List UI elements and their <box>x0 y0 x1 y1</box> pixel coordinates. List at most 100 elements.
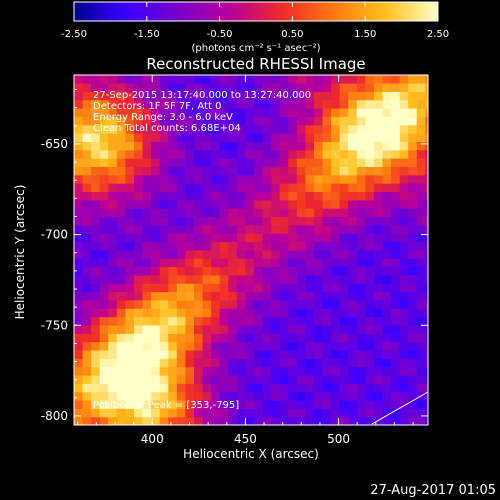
heatmap-cell <box>271 141 281 151</box>
heatmap-cell <box>74 99 84 109</box>
heatmap-cell <box>202 99 212 109</box>
heatmap-cell <box>236 291 247 301</box>
heatmap-cell <box>108 233 118 243</box>
heatmap-cell <box>133 266 144 276</box>
heatmap-cell <box>211 416 221 425</box>
heatmap-cell <box>245 316 255 326</box>
heatmap-cell <box>133 374 144 384</box>
heatmap-cell <box>305 174 315 184</box>
heatmap-cell <box>348 141 358 151</box>
heatmap-cell <box>313 408 324 418</box>
heatmap-cell <box>116 191 127 201</box>
heatmap-cell <box>253 316 264 326</box>
heatmap-cell <box>245 266 255 276</box>
heatmap-cell <box>373 133 384 142</box>
heatmap-cell <box>82 216 92 226</box>
heatmap-cell <box>108 191 118 201</box>
heatmap-cell <box>151 258 161 268</box>
heatmap-cell <box>288 91 298 101</box>
heatmap-cell <box>151 358 161 368</box>
heatmap-cell <box>313 75 324 84</box>
heatmap-cell <box>245 82 255 92</box>
heatmap-cell <box>185 116 195 126</box>
heatmap-cell <box>296 266 306 276</box>
heatmap-cell <box>168 99 178 109</box>
heatmap-cell <box>219 224 229 234</box>
heatmap-cell <box>331 116 341 126</box>
heatmap-cell <box>288 166 298 176</box>
heatmap-cell <box>382 258 392 268</box>
heatmap-cell <box>331 141 341 151</box>
heatmap-cell <box>253 399 264 409</box>
heatmap-cell <box>288 408 298 418</box>
heatmap-cell <box>99 349 109 359</box>
heatmap-cell <box>348 241 358 251</box>
heatmap-cell <box>279 349 289 359</box>
heatmap-cell <box>296 349 306 359</box>
heatmap-cell <box>176 416 187 425</box>
heatmap-cell <box>185 266 195 276</box>
heatmap-cell <box>108 358 118 368</box>
heatmap-cell <box>108 266 118 276</box>
x-axis-label: Heliocentric X (arcsec) <box>183 447 319 461</box>
heatmap-cell <box>159 391 169 401</box>
heatmap-cell <box>228 391 238 401</box>
heatmap-cell <box>313 399 324 409</box>
heatmap-cell <box>176 183 187 193</box>
heatmap-cell <box>74 324 84 334</box>
heatmap-cell <box>202 233 212 243</box>
heatmap-cell <box>313 116 324 126</box>
heatmap-cell <box>356 108 366 117</box>
heatmap-cell <box>219 316 229 326</box>
heatmap-cell <box>399 274 409 284</box>
heatmap-cell <box>305 258 315 268</box>
heatmap-cell <box>159 333 169 343</box>
heatmap-cell <box>116 266 127 276</box>
heatmap-cell <box>391 266 401 276</box>
heatmap-cell <box>236 333 247 343</box>
heatmap-cell <box>271 358 281 368</box>
heatmap-cell <box>262 416 272 425</box>
heatmap-cell <box>305 341 315 351</box>
heatmap-cell <box>168 308 178 318</box>
heatmap-cell <box>305 333 315 343</box>
heatmap-cell <box>82 349 92 359</box>
heatmap-cell <box>125 158 135 167</box>
heatmap-cell <box>262 324 272 334</box>
heatmap-cell <box>185 349 195 359</box>
heatmap-cell <box>142 408 152 418</box>
heatmap-cell <box>262 341 272 351</box>
heatmap-cell <box>142 75 152 84</box>
heatmap-cell <box>253 408 264 418</box>
heatmap-cell <box>99 116 109 126</box>
heatmap-cell <box>425 349 428 359</box>
heatmap-cell <box>322 82 332 92</box>
heatmap-cell <box>391 216 401 226</box>
heatmap-cell <box>322 316 332 326</box>
heatmap-cell <box>91 91 101 101</box>
annotation-line: Clean Total counts: 6.68E+04 <box>93 123 241 134</box>
heatmap-cell <box>279 158 289 167</box>
heatmap-cell <box>271 75 281 84</box>
heatmap-cell <box>279 374 289 384</box>
heatmap-cell <box>391 333 401 343</box>
heatmap-cell <box>108 274 118 284</box>
heatmap-cell <box>313 191 324 201</box>
heatmap-cell <box>219 391 229 401</box>
heatmap-cell <box>365 158 375 167</box>
heatmap-cell <box>211 358 221 368</box>
heatmap-cell <box>262 399 272 409</box>
heatmap-cell <box>176 283 187 293</box>
heatmap-cell <box>262 358 272 368</box>
heatmap-cell <box>322 99 332 109</box>
heatmap-cell <box>193 399 204 409</box>
heatmap-cell <box>202 416 212 425</box>
heatmap-cell <box>116 141 127 151</box>
heatmap-cell <box>185 91 195 101</box>
heatmap-cell <box>271 283 281 293</box>
heatmap-cell <box>99 91 109 101</box>
heatmap-cell <box>348 358 358 368</box>
heatmap-cell <box>373 366 384 376</box>
heatmap-cell <box>288 383 298 393</box>
heatmap-cell <box>399 199 409 209</box>
